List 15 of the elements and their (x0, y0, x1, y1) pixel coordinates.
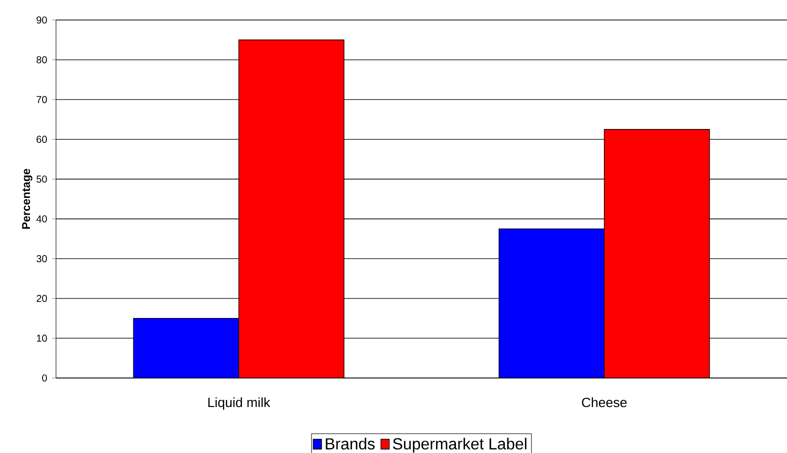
y-tick-label: 70 (36, 96, 47, 104)
x-tick-label: Cheese (582, 397, 627, 408)
y-tick-label: 80 (36, 56, 47, 64)
y-tick-label: 20 (36, 294, 47, 302)
y-tick-label: 10 (36, 334, 47, 342)
y-tick-label: 40 (36, 215, 47, 222)
x-tick-label: Liquid milk (208, 397, 270, 410)
y-tick-label: 30 (36, 255, 47, 262)
legend-label: Supermarket Label (393, 438, 526, 453)
y-tick-label: 0 (42, 374, 47, 382)
legend-label: Brands (326, 438, 375, 450)
y-tick-label: 60 (36, 136, 47, 143)
y-axis-title: Percentage (22, 168, 32, 229)
y-tick-label: 50 (36, 176, 47, 183)
y-tick-label: 90 (36, 16, 47, 24)
